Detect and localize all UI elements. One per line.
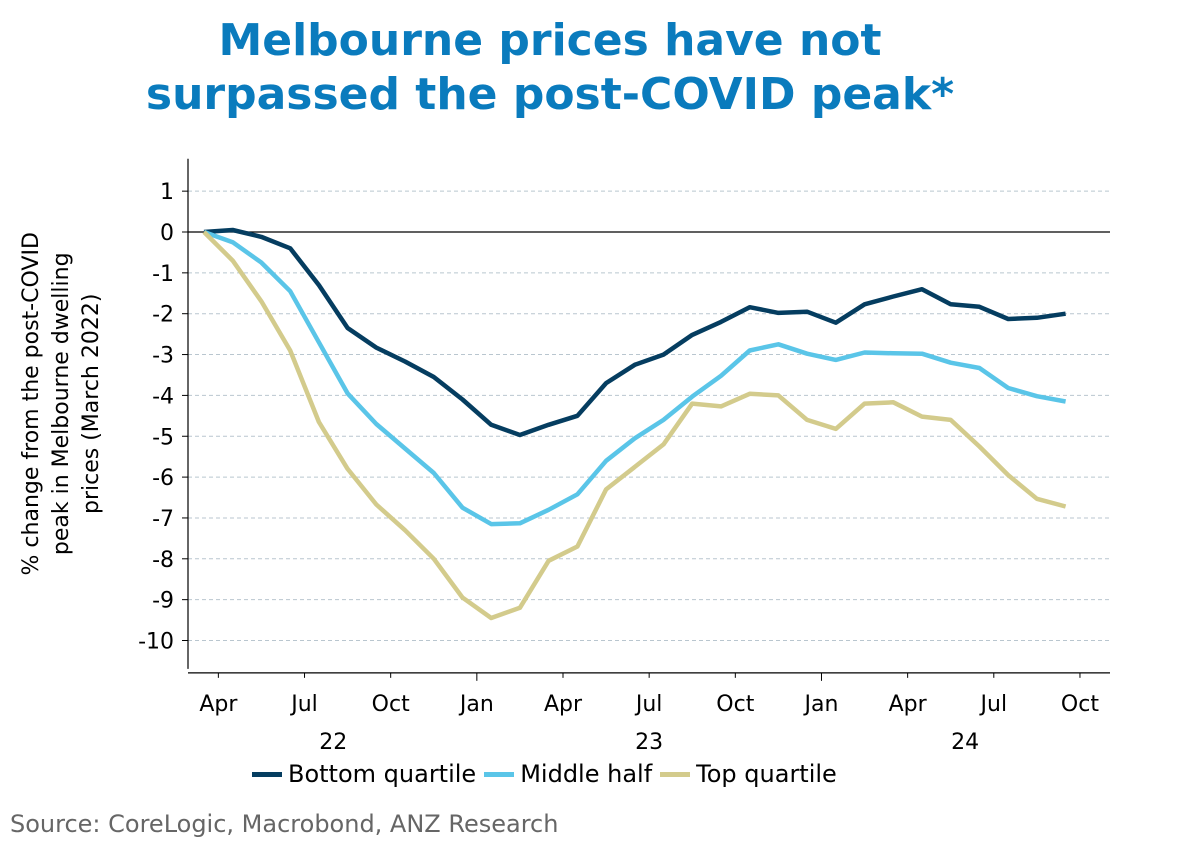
- chart-title-line-2: surpassed the post-COVID peak*: [145, 69, 955, 120]
- legend-label: Middle half: [520, 760, 653, 788]
- series-lines: [202, 227, 1067, 621]
- series-line-top-quartile: [202, 230, 1067, 621]
- x-tick-label: Oct: [716, 692, 754, 717]
- y-tick-label: -5: [152, 425, 174, 450]
- legend-item-top-quartile: Top quartile: [660, 760, 837, 788]
- legend-swatch-middle-half: [484, 771, 515, 777]
- legend: Bottom quartile Middle half Top quartile: [252, 760, 845, 788]
- y-tick-label: 0: [160, 221, 174, 246]
- legend-item-middle-half: Middle half: [484, 760, 652, 788]
- x-tick-label: Jan: [458, 692, 494, 717]
- x-axis: Apr Jul Oct Jan Apr Jul Oct Jan Apr Jul Oct 22 23 24: [188, 672, 1110, 755]
- x-tick-label: Apr: [199, 692, 238, 717]
- x-tick-label: Oct: [372, 692, 410, 717]
- y-tick-label: -3: [152, 344, 174, 369]
- source-note: Source: CoreLogic, Macrobond, ANZ Resear…: [10, 810, 559, 838]
- legend-swatch-top-quartile: [660, 771, 691, 777]
- x-tick-label: Oct: [1061, 692, 1099, 717]
- series-line-middle-half: [203, 229, 1067, 527]
- y-tick-label: -8: [152, 548, 174, 573]
- x-year-label: 24: [951, 730, 979, 755]
- gridlines: [188, 190, 1110, 641]
- y-axis: 1 0 -1 -2 -3 -4 -5 -6 -7 -8 -9 -10: [138, 158, 189, 669]
- y-tick-label: -6: [152, 466, 174, 491]
- y-tick-label: 1: [160, 180, 174, 205]
- x-year-label: 23: [635, 730, 663, 755]
- x-tick-label: Apr: [544, 692, 583, 717]
- legend-label: Bottom quartile: [288, 760, 477, 788]
- y-axis-label-line: % change from the post-COVID: [19, 232, 44, 575]
- y-tick-label: -9: [152, 589, 174, 614]
- x-tick-label: Jul: [634, 692, 663, 717]
- legend-swatch-bottom-quartile: [252, 771, 282, 777]
- x-year-label: 22: [319, 730, 347, 755]
- chart-title: Melbourne prices have not surpassed the …: [0, 14, 1100, 122]
- x-tick-label: Jul: [289, 692, 318, 717]
- series-line-bottom-quartile: [203, 227, 1066, 438]
- x-tick-label: Apr: [889, 692, 928, 717]
- y-tick-label: -2: [152, 303, 174, 328]
- y-axis-label-line: peak in Melbourne dwelling: [49, 252, 74, 555]
- y-tick-label: -10: [138, 630, 174, 655]
- legend-item-bottom-quartile: Bottom quartile: [252, 760, 476, 788]
- chart-title-line-1: Melbourne prices have not: [218, 15, 882, 66]
- x-tick-label: Jul: [979, 692, 1008, 717]
- y-tick-label: -1: [152, 262, 174, 287]
- legend-label: Top quartile: [696, 760, 837, 788]
- y-axis-label-line: prices (March 2022): [79, 294, 104, 514]
- y-axis-label: % change from the post-COVID peak in Melb…: [19, 232, 104, 575]
- x-tick-label: Jan: [803, 692, 839, 717]
- y-axis-label-group: % change from the post-COVID peak in Melb…: [19, 232, 104, 575]
- y-tick-label: -4: [152, 384, 174, 409]
- y-tick-label: -7: [152, 507, 174, 532]
